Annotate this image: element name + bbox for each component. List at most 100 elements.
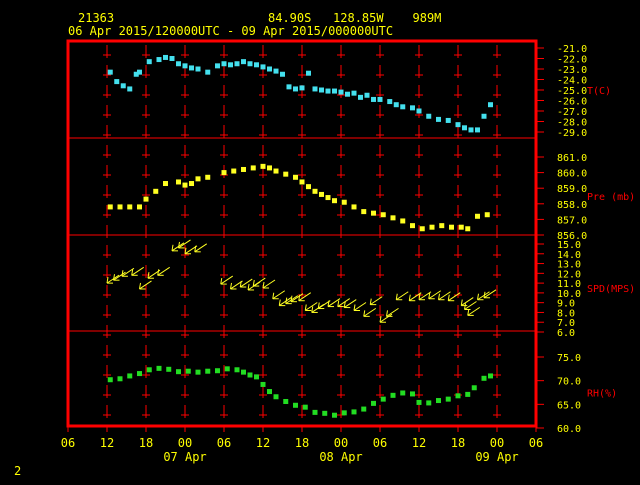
temperature-point xyxy=(319,87,324,93)
wind-arrow-shaft xyxy=(386,307,399,317)
wind-arrow-shaft xyxy=(106,274,120,284)
temperature-point xyxy=(436,116,441,122)
pressure-point xyxy=(439,223,445,229)
temperature-point xyxy=(254,62,259,68)
pressure-point xyxy=(137,204,142,210)
wind-arrow-shaft xyxy=(483,289,497,299)
pressure-point xyxy=(293,174,298,180)
y-tick-label-pressure: 861.0 xyxy=(557,153,587,164)
pressure-point xyxy=(163,181,168,187)
wind-arrow-head xyxy=(408,294,411,301)
x-tick-label: 00 xyxy=(178,436,192,450)
wind-arrow-head xyxy=(272,292,275,299)
rh-point xyxy=(273,394,279,400)
y-tick-label-rh: 65.0 xyxy=(557,400,581,411)
pressure-point xyxy=(458,224,464,230)
pressure-point xyxy=(312,188,318,194)
wind-arrow xyxy=(337,298,351,308)
wind-arrow-head xyxy=(262,281,265,289)
temperature-point xyxy=(426,113,432,119)
wind-arrow-shaft xyxy=(477,291,490,301)
wind-arrow-head xyxy=(147,272,150,279)
y-tick-label-wind: 14.0 xyxy=(557,250,581,261)
temperature-point xyxy=(280,71,285,77)
temperature-point xyxy=(176,61,181,67)
pressure-point xyxy=(182,182,188,188)
y-tick-label-pressure: 858.0 xyxy=(557,200,587,211)
wind-arrow-head xyxy=(304,304,307,311)
rh-point xyxy=(332,412,337,418)
y-tick-label-rh: 60.0 xyxy=(557,424,581,435)
rh-point xyxy=(312,409,318,415)
wind-arrow-head xyxy=(418,293,421,300)
wind-arrow-head xyxy=(467,309,470,316)
temperature-point xyxy=(267,66,272,72)
temperature-point xyxy=(182,63,188,69)
station-id: 21363 xyxy=(78,11,114,25)
x-date-label: 09 Apr xyxy=(475,450,518,464)
wind-arrow xyxy=(408,292,422,302)
rh-point xyxy=(322,410,328,416)
temperature-point xyxy=(455,122,461,128)
wind-arrow-head xyxy=(171,244,174,251)
wind-arrow-shaft xyxy=(353,302,367,311)
wind-arrow xyxy=(483,289,497,299)
wind-arrow xyxy=(252,277,266,287)
wind-arrow-head xyxy=(194,245,197,252)
y-tick-label-temperature: -24.0 xyxy=(557,76,587,87)
wind-arrow xyxy=(171,242,185,252)
pressure-point xyxy=(325,195,331,201)
wind-arrow-shaft xyxy=(327,298,341,307)
temperature-point xyxy=(205,69,211,75)
temperature-point xyxy=(146,59,152,65)
wind-arrow-shaft xyxy=(121,267,135,277)
temperature-point xyxy=(163,54,168,60)
rh-point xyxy=(107,377,113,383)
wind-arrow-head xyxy=(230,282,232,290)
wind-arrow-head xyxy=(369,298,372,305)
wind-arrow-head xyxy=(386,310,388,317)
chart-axes: -21.0-22.0-23.0-24.0-25.0-26.0-27.0-28.0… xyxy=(61,39,635,464)
temperature-point xyxy=(445,117,451,123)
y-axis-label-pressure: Pre (mb) xyxy=(587,192,635,203)
temperature-point xyxy=(338,89,344,95)
rh-point xyxy=(436,398,441,404)
temperature-point xyxy=(351,90,357,96)
wind-arrow xyxy=(278,297,292,307)
rh-point xyxy=(267,389,272,395)
wind-arrow-head xyxy=(337,300,340,307)
pressure-point xyxy=(221,170,227,176)
x-date-label: 07 Apr xyxy=(163,450,206,464)
wind-arrow-head xyxy=(483,291,486,298)
pressure-point xyxy=(267,165,272,171)
chart-marks xyxy=(106,54,497,418)
temperature-point xyxy=(358,94,363,100)
x-tick-label: 12 xyxy=(412,436,426,450)
temperature-point xyxy=(364,92,370,98)
wind-arrow-shaft xyxy=(157,266,170,276)
pressure-point xyxy=(484,212,490,218)
wind-arrow-head xyxy=(395,293,398,300)
wind-arrow xyxy=(386,307,399,317)
pressure-point xyxy=(283,171,289,177)
rh-point xyxy=(241,369,246,375)
y-tick-label-pressure: 859.0 xyxy=(557,184,587,195)
temperature-point xyxy=(345,91,350,97)
y-tick-label-temperature: -27.0 xyxy=(557,107,587,118)
rh-point xyxy=(400,390,406,396)
wind-arrow-head xyxy=(220,278,223,285)
wind-arrow-head xyxy=(447,294,450,301)
temperature-point xyxy=(325,88,331,94)
pressure-point xyxy=(176,179,181,185)
rh-point xyxy=(455,393,461,399)
pressure-point xyxy=(332,198,337,204)
wind-arrow-shaft xyxy=(460,297,474,307)
wind-arrow-head xyxy=(438,293,440,300)
wind-arrow-shaft xyxy=(408,292,422,302)
wind-arrow-head xyxy=(139,282,141,290)
wind-arrow-shaft xyxy=(278,297,292,307)
rh-point xyxy=(445,396,451,402)
temperature-point xyxy=(137,69,142,75)
wind-arrow xyxy=(220,275,234,285)
